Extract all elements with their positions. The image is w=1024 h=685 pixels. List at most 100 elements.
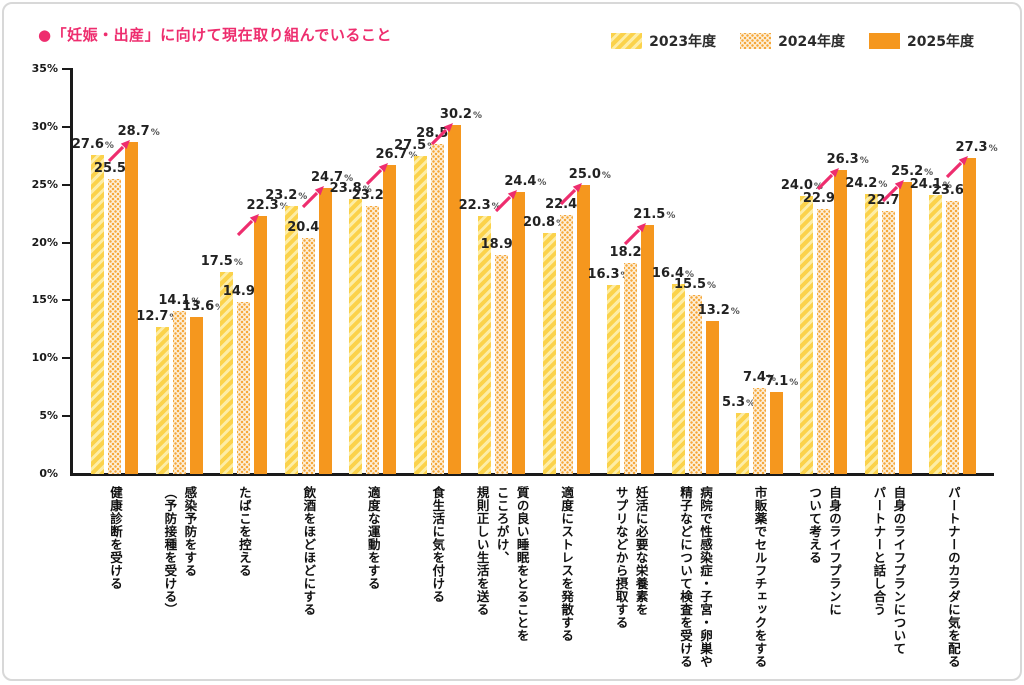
bar-2023年度 bbox=[155, 327, 169, 474]
value-label: 24.7% bbox=[310, 170, 354, 186]
bar-group: 16.3%18.2%21.5% bbox=[587, 69, 675, 474]
bar-group: 27.6%25.5%28.7% bbox=[72, 69, 160, 474]
bar-2024年度 bbox=[752, 388, 766, 474]
bar-group: 16.4% 15.5% 13.2% bbox=[652, 69, 740, 474]
y-tick bbox=[62, 183, 70, 186]
x-axis bbox=[70, 473, 994, 476]
y-tick-label: 25% bbox=[31, 177, 58, 191]
x-category-label: 健康診断を受ける bbox=[91, 486, 138, 682]
bar-group: 24.2%22.7%25.2% bbox=[845, 69, 933, 474]
x-category-label-text: 自身のライフプランに ついて考える bbox=[806, 486, 842, 616]
bar-2023年度 bbox=[800, 196, 814, 474]
increase-arrow-icon bbox=[235, 212, 261, 238]
bar-2025年度 bbox=[189, 316, 203, 474]
bar-group: 23.8%23.2%26.7% bbox=[330, 69, 418, 474]
bar-2025年度 bbox=[512, 191, 526, 474]
value-label: 28.7% bbox=[117, 123, 160, 139]
bar-groups: 27.6%25.5%28.7%12.7%14.1%13.6%17.5%14.9%… bbox=[72, 69, 998, 474]
bar-group: 24.1%23.6%27.3% bbox=[910, 69, 998, 474]
x-category-label: 妊活に必要な栄養素を サプリなどから摂取する bbox=[607, 486, 654, 682]
bar-2023年度 bbox=[735, 412, 749, 474]
bar-2023年度 bbox=[864, 194, 878, 474]
x-category-label: 自身のライフプランについて パートナーと話し合う bbox=[865, 486, 912, 682]
x-category-label-text: 飲酒をほどほどにする bbox=[301, 486, 317, 616]
x-category-label: 飲酒をほどほどにする bbox=[285, 486, 332, 682]
increase-arrow-icon bbox=[300, 184, 326, 210]
value-label: 13.6% bbox=[182, 298, 224, 314]
x-category-label: たばこを控える bbox=[220, 486, 267, 682]
x-category-label: 感染予防をする （予防接種を受ける） bbox=[156, 486, 203, 682]
legend-item-2023: 2023年度 bbox=[611, 31, 716, 51]
legend-label-2024: 2024年度 bbox=[778, 34, 846, 50]
value-label: 26.3% bbox=[826, 151, 869, 167]
bar-2025年度 bbox=[769, 391, 783, 474]
bar-2024年度 bbox=[108, 178, 122, 474]
bar-2025年度 bbox=[447, 124, 461, 474]
x-category-label: 病院で性感染症・子宮・卵巣や 精子などについて検査を受ける bbox=[672, 486, 719, 682]
bar-2023年度 bbox=[220, 271, 234, 474]
bar-2023年度 bbox=[349, 198, 363, 474]
bar-group: 17.5%14.9%22.3% bbox=[201, 69, 289, 474]
bar-2025年度 bbox=[834, 169, 848, 474]
value-label: 15.5% bbox=[673, 276, 717, 292]
y-tick bbox=[62, 415, 70, 418]
x-category-label-text: 病院で性感染症・子宮・卵巣や 精子などについて検査を受ける bbox=[678, 486, 714, 668]
value-label: 24.1% bbox=[909, 177, 952, 193]
bar-2025年度 bbox=[963, 158, 977, 474]
bar-2023年度 bbox=[542, 233, 556, 474]
value-label: 13.2% bbox=[697, 303, 740, 319]
y-tick-label: 35% bbox=[31, 62, 58, 75]
increase-arrow-icon bbox=[493, 188, 519, 214]
chart-title: ●「妊娠・出産」に向けて現在取り組んでいること bbox=[38, 26, 392, 44]
value-label: 16.4% bbox=[651, 266, 695, 282]
value-label: 25.0% bbox=[568, 166, 611, 182]
bar-2024年度 bbox=[817, 209, 831, 474]
legend-label-2023: 2023年度 bbox=[649, 34, 717, 50]
y-tick bbox=[62, 299, 70, 302]
value-label: 27.3% bbox=[955, 140, 998, 156]
value-label: 26.7% bbox=[375, 147, 417, 162]
y-tick bbox=[62, 241, 70, 244]
bar-2024年度 bbox=[237, 301, 251, 474]
legend-label-2025: 2025年度 bbox=[907, 34, 974, 50]
value-label: 22.3% bbox=[458, 198, 501, 213]
bar-2023年度 bbox=[91, 154, 105, 474]
value-label: 25.2% bbox=[891, 164, 934, 180]
y-tick-label: 0% bbox=[39, 467, 58, 480]
bar-2024年度 bbox=[559, 214, 573, 474]
legend-swatch-2025-icon bbox=[869, 33, 901, 49]
increase-arrow-icon bbox=[880, 178, 906, 204]
legend-swatch-2024-icon bbox=[740, 33, 772, 49]
bar-2024年度 bbox=[430, 144, 444, 474]
x-category-label: 食生活に気を付ける bbox=[414, 486, 461, 682]
bar-2024年度 bbox=[495, 255, 509, 474]
y-tick-label: 15% bbox=[31, 293, 58, 307]
bar-2023年度 bbox=[413, 155, 427, 474]
x-category-label: 質の良い睡眠をとることを こころがけ、 規則正しい生活を送る bbox=[475, 486, 530, 682]
value-label: 23.8% bbox=[329, 180, 372, 196]
value-label: 27.6% bbox=[71, 136, 114, 152]
bar-group: 27.5%28.5%30.2% bbox=[394, 69, 482, 474]
value-label: 17.5% bbox=[200, 253, 243, 269]
bar-2025年度 bbox=[254, 216, 268, 474]
value-label: 23.2% bbox=[265, 187, 308, 203]
increase-arrow-icon bbox=[106, 138, 132, 164]
x-category-label-text: 感染予防をする （予防接種を受ける） bbox=[162, 486, 198, 616]
x-category-label-text: 食生活に気を付ける bbox=[430, 486, 446, 603]
bar-2023年度 bbox=[929, 195, 943, 474]
bar-2025年度 bbox=[705, 321, 719, 474]
bar-2025年度 bbox=[383, 165, 397, 474]
legend-swatch-2023-icon bbox=[611, 33, 643, 49]
bar-2024年度 bbox=[881, 211, 895, 474]
increase-arrow-icon bbox=[558, 181, 584, 207]
value-label: 14.1% bbox=[158, 292, 201, 308]
x-category-label-text: パートナーのカラダに気を配る bbox=[945, 486, 961, 668]
value-label: 7.4% bbox=[742, 370, 777, 386]
x-category-label-text: 適度な運動をする bbox=[365, 486, 381, 590]
bar-2023年度 bbox=[607, 285, 621, 474]
bar-group: 24.0%22.9%26.3% bbox=[781, 69, 869, 474]
value-label: 7.1% bbox=[765, 373, 799, 389]
increase-arrow-icon bbox=[364, 161, 390, 187]
bar-2023年度 bbox=[284, 205, 298, 474]
